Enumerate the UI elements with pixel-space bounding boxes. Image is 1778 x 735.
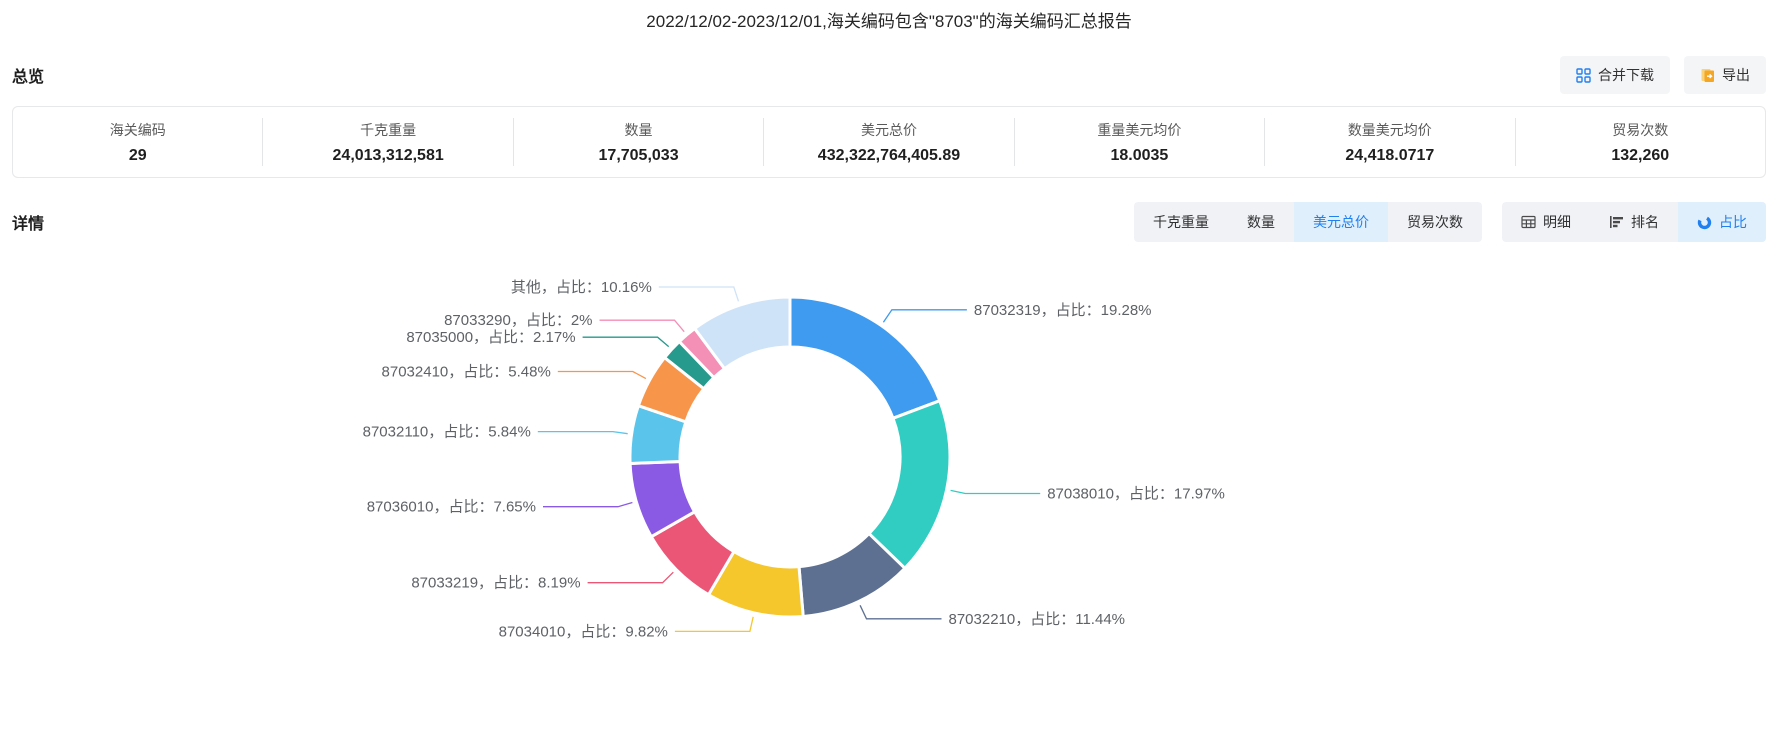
metric-tab-group: 千克重量 数量 美元总价 贸易次数: [1134, 202, 1482, 242]
tab-label-usd-total: 美元总价: [1313, 214, 1369, 230]
label-line-87032210: [859, 605, 942, 620]
tab-detail[interactable]: 明细: [1502, 202, 1590, 242]
ranking-icon: [1609, 215, 1624, 229]
donut-chart: 87032319，占比：19.28% 87038010，占比：17.97% 8703…: [0, 254, 1778, 731]
donut-chart-svg: 87032319，占比：19.28% 87038010，占比：17.97% 8703…: [363, 279, 1225, 640]
detail-controls: 千克重量 数量 美元总价 贸易次数 明细 排名 占比: [1134, 202, 1766, 242]
export-button-label: 导出: [1722, 67, 1750, 83]
stat-weight-usd-avg: 重量美元均价 18.0035: [1015, 118, 1266, 166]
stat-label-trade-count: 贸易次数: [1612, 121, 1669, 138]
overview-stats-card: 海关编码 29 千克重量 24,013,312,581 数量 17,705,033 美元总价…: [12, 106, 1766, 178]
stat-label-quantity-usd-avg: 数量美元均价: [1347, 121, 1432, 138]
label-line-87034010: [674, 616, 754, 633]
stat-value-usd-total: 432,322,764,405.89: [817, 146, 961, 164]
stat-quantity-usd-avg: 数量美元均价 24,418.0717: [1265, 118, 1516, 166]
tab-kg-weight[interactable]: 千克重量: [1134, 202, 1228, 242]
overview-actions: 合并下载 导出: [1560, 56, 1766, 94]
label-line-87033219: [587, 571, 674, 584]
page-title: 2022/12/02-2023/12/01,海关编码包含"8703"的海关编码汇…: [646, 12, 1132, 31]
slice-label-87032410: 87032410，占比：5.48%: [382, 364, 551, 381]
overview-section-title: 总览: [12, 69, 45, 86]
pie-slice-其他[interactable]: [692, 295, 792, 371]
merge-download-button-label: 合并下载: [1598, 67, 1654, 83]
merge-download-icon: [1576, 67, 1591, 83]
stat-label-kg-weight: 千克重量: [360, 121, 417, 138]
label-line-87032110: [537, 430, 628, 435]
stat-value-quantity-usd-avg: 24,418.0717: [1345, 146, 1435, 164]
tab-label-trade-count: 贸易次数: [1407, 214, 1463, 230]
stat-value-quantity: 17,705,033: [598, 146, 679, 164]
label-line-87036010: [543, 501, 633, 508]
merge-download-button[interactable]: 合并下载: [1560, 56, 1670, 94]
view-tab-group: 明细 排名 占比: [1502, 202, 1766, 242]
stat-value-hs-code: 29: [128, 146, 147, 164]
slice-label-87038010: 87038010，占比：17.97%: [1047, 486, 1225, 503]
tab-label-kg-weight: 千克重量: [1153, 214, 1209, 230]
stat-value-kg-weight: 24,013,312,581: [332, 146, 444, 164]
stat-usd-total: 美元总价 432,322,764,405.89: [764, 118, 1015, 166]
stat-label-weight-usd-avg: 重量美元均价: [1097, 121, 1182, 138]
slice-label-87034010: 87034010，占比：9.82%: [499, 623, 668, 640]
stat-value-weight-usd-avg: 18.0035: [1110, 146, 1169, 164]
tab-trade-count[interactable]: 贸易次数: [1388, 202, 1482, 242]
slice-label-87032210: 87032210，占比：11.44%: [949, 611, 1126, 628]
stat-label-usd-total: 美元总价: [860, 121, 917, 138]
pie-slice-87032319[interactable]: [788, 295, 942, 421]
pie-slice-87038010[interactable]: [866, 398, 952, 571]
tab-label-ranking: 排名: [1631, 214, 1659, 230]
table-icon: [1521, 215, 1536, 229]
donut-icon: [1697, 215, 1712, 230]
label-line-87032410: [557, 370, 647, 380]
detail-header: 详情 千克重量 数量 美元总价 贸易次数 明细 排名 占比: [0, 202, 1778, 242]
tab-ranking[interactable]: 排名: [1590, 202, 1678, 242]
detail-section-title: 详情: [12, 216, 45, 233]
tab-quantity[interactable]: 数量: [1228, 202, 1294, 242]
stat-quantity: 数量 17,705,033: [514, 118, 765, 166]
tab-label-proportion: 占比: [1719, 214, 1747, 230]
slice-label-87035000: 87035000，占比：2.17%: [406, 329, 575, 346]
slice-label-87036010: 87036010，占比：7.65%: [367, 499, 536, 516]
label-line-87035000: [582, 336, 670, 348]
slice-label-87033290: 87033290，占比：2%: [444, 312, 592, 329]
tab-label-detail: 明细: [1543, 214, 1571, 230]
label-line-87033290: [599, 319, 685, 333]
export-button[interactable]: 导出: [1684, 56, 1766, 94]
tab-label-quantity: 数量: [1247, 214, 1275, 230]
label-line-其他: [658, 286, 740, 302]
slice-label-87032110: 87032110，占比：5.84%: [363, 424, 531, 441]
label-line-87038010: [950, 489, 1041, 495]
tab-usd-total[interactable]: 美元总价: [1294, 202, 1388, 242]
stat-trade-count: 贸易次数 132,260: [1516, 118, 1765, 166]
overview-header: 总览 合并下载 导出: [0, 56, 1778, 94]
stat-value-trade-count: 132,260: [1611, 146, 1670, 164]
label-line-87032319: [882, 309, 967, 323]
stat-kg-weight: 千克重量 24,013,312,581: [263, 118, 514, 166]
export-icon: [1700, 68, 1715, 83]
tab-proportion[interactable]: 占比: [1678, 202, 1766, 242]
stat-label-hs-code: 海关编码: [109, 121, 166, 138]
stat-hs-code: 海关编码 29: [13, 118, 264, 166]
slice-label-87033219: 87033219，占比：8.19%: [411, 575, 580, 592]
stat-label-quantity: 数量: [624, 121, 653, 138]
slice-label-其他: 其他，占比：10.16%: [511, 279, 652, 296]
slice-label-87032319: 87032319，占比：19.28%: [974, 302, 1152, 319]
